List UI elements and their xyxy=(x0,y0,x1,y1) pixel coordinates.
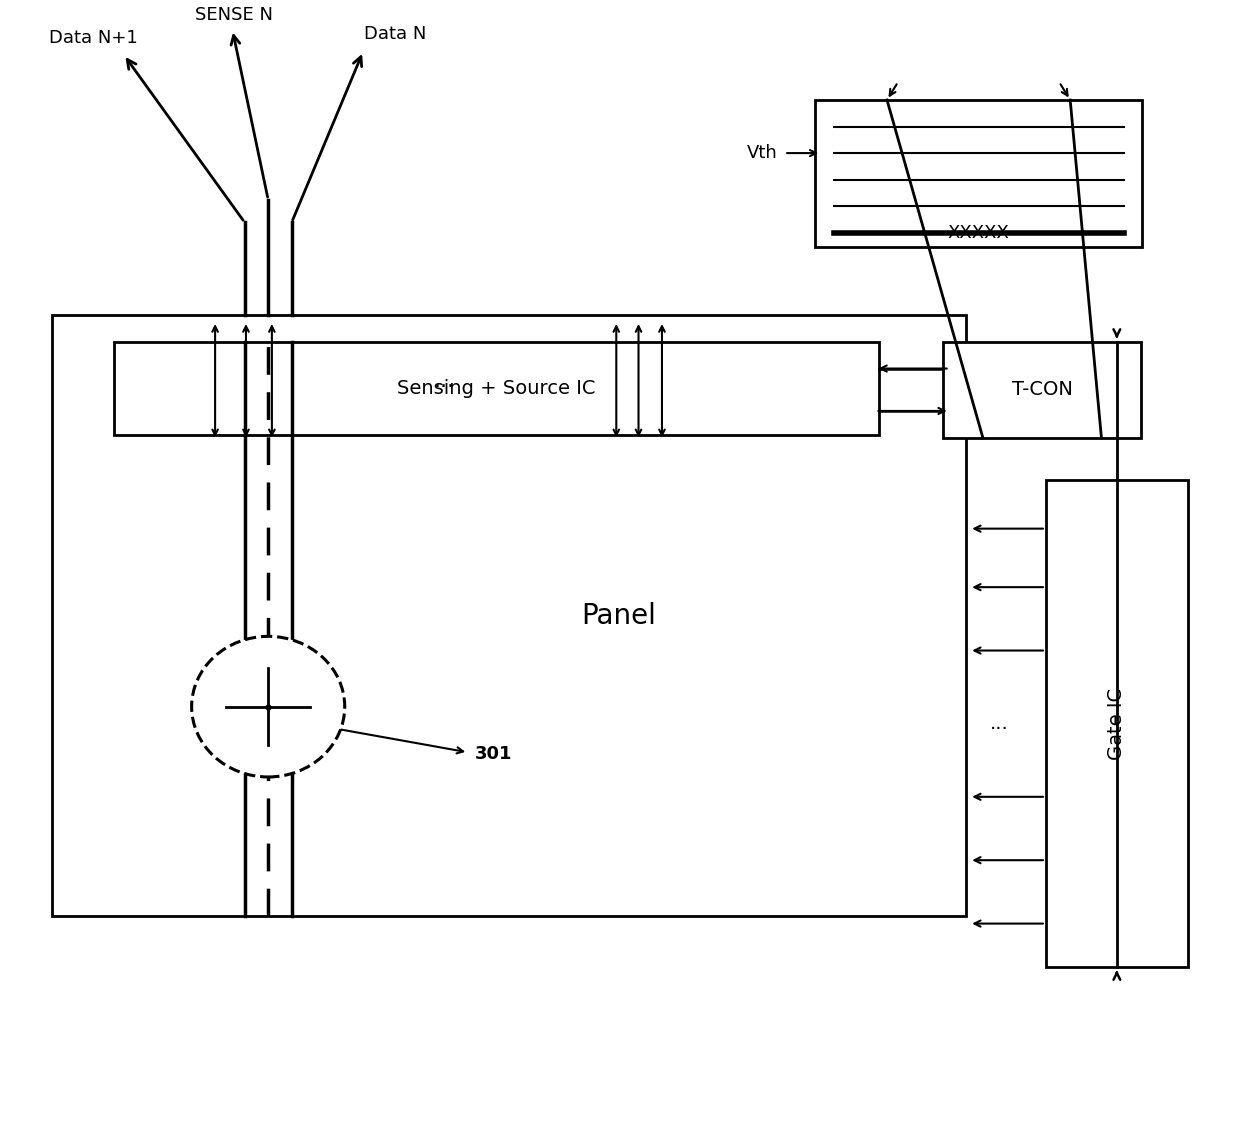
Text: ...: ... xyxy=(434,370,455,391)
Text: Vth: Vth xyxy=(748,144,777,162)
Bar xyxy=(1045,480,1188,967)
Text: ...: ... xyxy=(991,714,1009,733)
Circle shape xyxy=(192,636,345,777)
Text: Panel: Panel xyxy=(582,602,656,630)
Text: XXXXX: XXXXX xyxy=(947,223,1009,242)
Bar xyxy=(944,342,1141,438)
Bar xyxy=(52,315,966,917)
Text: Data N: Data N xyxy=(365,25,427,44)
Text: Gate IC: Gate IC xyxy=(1107,688,1126,760)
Text: 301: 301 xyxy=(475,745,512,763)
Bar xyxy=(815,100,1142,248)
Text: SENSE N: SENSE N xyxy=(195,6,273,24)
Text: Data N+1: Data N+1 xyxy=(48,29,138,47)
Text: T-CON: T-CON xyxy=(1012,380,1073,399)
Bar xyxy=(114,342,879,434)
Text: Sensing + Source IC: Sensing + Source IC xyxy=(397,378,595,398)
